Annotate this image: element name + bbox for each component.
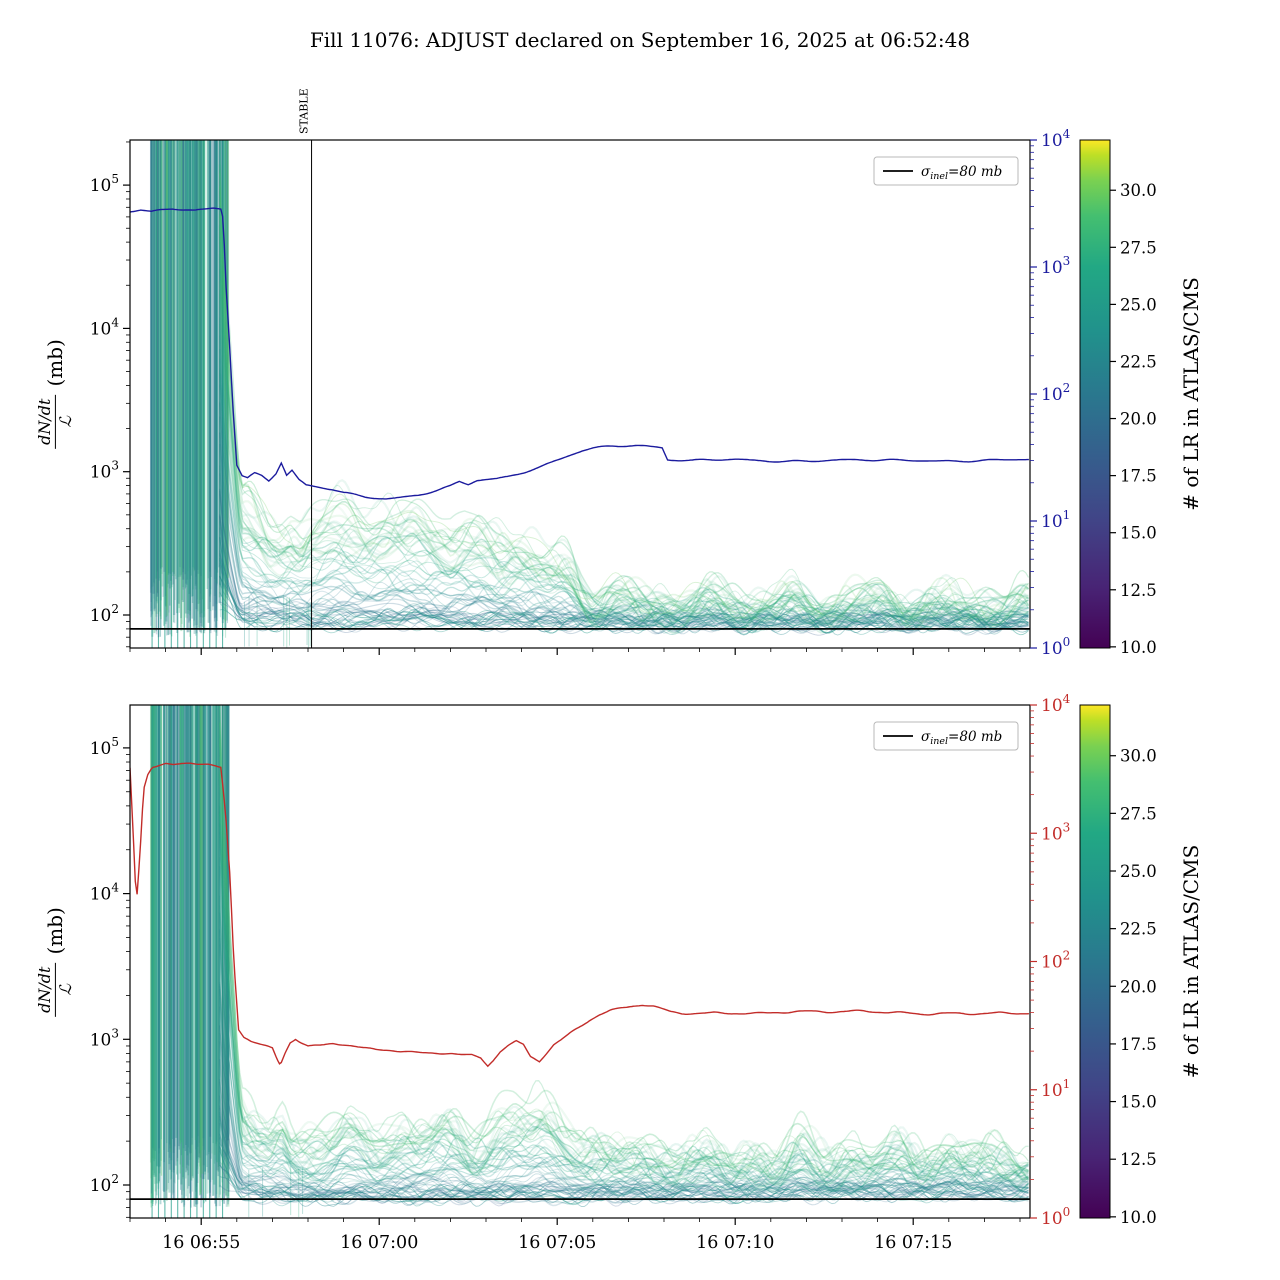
y-axis-label-bottom: dN/dt ℒ (mb) — [35, 907, 75, 1017]
svg-text:16 07:10: 16 07:10 — [696, 1233, 774, 1253]
svg-text:103: 103 — [1041, 820, 1070, 844]
svg-text:104: 104 — [90, 881, 120, 905]
figure-title: Fill 11076: ADJUST declared on September… — [309, 28, 971, 52]
svg-text:100: 100 — [1041, 1205, 1070, 1229]
svg-text:102: 102 — [1041, 381, 1070, 405]
svg-text:27.5: 27.5 — [1120, 238, 1157, 257]
svg-text:17.5: 17.5 — [1120, 467, 1157, 486]
svg-text:104: 104 — [90, 315, 120, 339]
svg-text:103: 103 — [1041, 254, 1070, 278]
y-axis-denominator: ℒ — [55, 983, 75, 996]
colorbar: 10.0 12.5 15.0 17.5 20.0 22.5 25.0 27.5 30.0 # of… — [1079, 704, 1203, 1227]
legend-sigma-label: σinel=80 mb — [921, 164, 1002, 182]
legend-sigma-label: σinel=80 mb — [921, 729, 1002, 747]
right-axis: 100 101 102 103 104 — [1030, 692, 1071, 1229]
svg-text:25.0: 25.0 — [1120, 862, 1157, 881]
red-rate-line — [130, 762, 1029, 1068]
svg-text:16 07:00: 16 07:00 — [340, 1233, 418, 1253]
svg-text:30.0: 30.0 — [1120, 181, 1157, 200]
svg-text:30.0: 30.0 — [1120, 747, 1157, 766]
svg-text:16 06:55: 16 06:55 — [162, 1233, 240, 1253]
svg-text:20.0: 20.0 — [1120, 410, 1157, 429]
svg-text:103: 103 — [90, 459, 119, 483]
svg-text:102: 102 — [90, 1172, 119, 1196]
svg-text:101: 101 — [1041, 508, 1070, 532]
legend: σinel=80 mb — [873, 721, 1019, 751]
svg-text:16 07:05: 16 07:05 — [518, 1233, 596, 1253]
svg-text:12.5: 12.5 — [1120, 1150, 1157, 1169]
svg-text:104: 104 — [1041, 127, 1071, 151]
legend: σinel=80 mb — [873, 156, 1019, 186]
y-axis-numerator: dN/dt — [35, 394, 56, 449]
svg-text:103: 103 — [90, 1026, 119, 1050]
colorbar-label: # of LR in ATLAS/CMS — [1179, 845, 1203, 1079]
svg-text:102: 102 — [90, 602, 119, 626]
svg-text:10.0: 10.0 — [1120, 638, 1157, 657]
svg-text:101: 101 — [1041, 1077, 1070, 1101]
svg-text:102: 102 — [1041, 949, 1070, 973]
svg-text:27.5: 27.5 — [1120, 804, 1157, 823]
y-axis-fraction: dN/dt ℒ — [35, 394, 75, 449]
svg-text:22.5: 22.5 — [1120, 920, 1157, 939]
stable-label: STABLE — [298, 88, 311, 134]
colorbar-label: # of LR in ATLAS/CMS — [1179, 277, 1203, 511]
svg-text:15.0: 15.0 — [1120, 1093, 1157, 1112]
colorbar: 10.0 12.5 15.0 17.5 20.0 22.5 25.0 27.5 30.0 # of… — [1079, 139, 1203, 657]
y-axis-unit: (mb) — [43, 339, 67, 387]
x-axis — [129, 648, 1021, 655]
top-panel-band — [149, 140, 1030, 648]
y-axis-unit: (mb) — [43, 907, 67, 955]
svg-text:17.5: 17.5 — [1120, 1035, 1157, 1054]
svg-text:25.0: 25.0 — [1120, 295, 1157, 314]
left-axis: 102 103 104 105 — [90, 141, 130, 648]
y-axis-label-top: dN/dt ℒ (mb) — [35, 339, 75, 449]
y-axis-numerator: dN/dt — [35, 962, 56, 1017]
svg-text:105: 105 — [90, 735, 119, 759]
svg-text:22.5: 22.5 — [1120, 352, 1157, 371]
right-axis: 100 101 102 103 104 — [1030, 127, 1071, 659]
left-axis: 102 103 104 105 — [90, 735, 130, 1218]
svg-text:105: 105 — [90, 172, 119, 196]
svg-text:12.5: 12.5 — [1120, 581, 1157, 600]
svg-text:16 07:15: 16 07:15 — [874, 1233, 952, 1253]
x-axis: 16 06:55 16 07:00 16 07:05 16 07:10 16 07:15 — [129, 1218, 1021, 1253]
blue-rate-line — [130, 207, 1029, 500]
y-axis-fraction: dN/dt ℒ — [35, 962, 75, 1017]
svg-text:20.0: 20.0 — [1120, 977, 1157, 996]
svg-text:100: 100 — [1041, 635, 1070, 659]
svg-text:15.0: 15.0 — [1120, 524, 1157, 543]
svg-text:104: 104 — [1041, 692, 1071, 716]
bottom-panel-band — [149, 705, 1030, 1218]
y-axis-denominator: ℒ — [55, 415, 75, 428]
svg-text:10.0: 10.0 — [1120, 1208, 1157, 1227]
